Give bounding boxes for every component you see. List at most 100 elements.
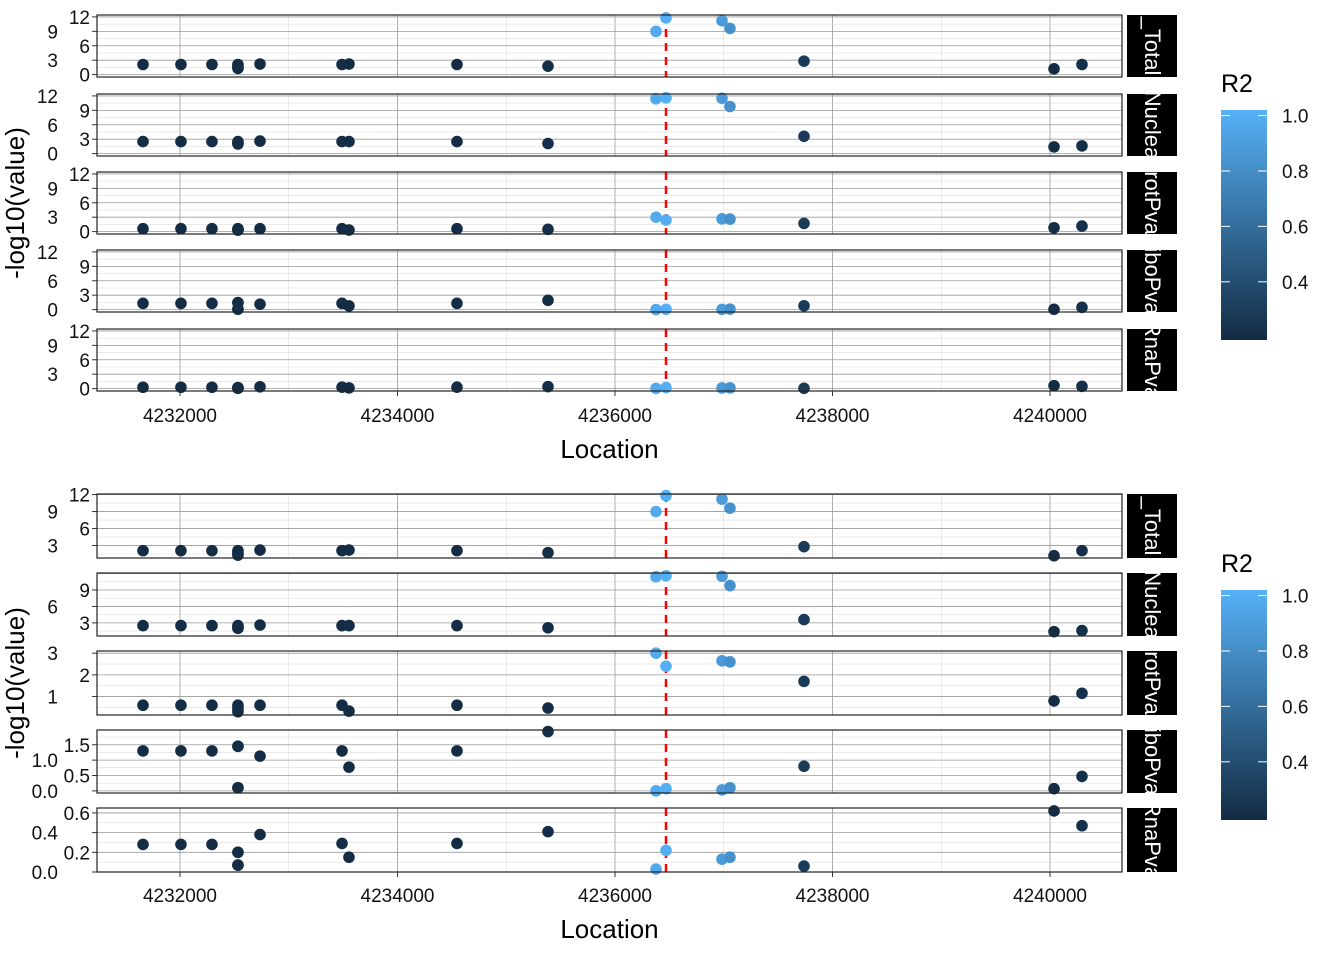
legend-tick-label: 0.8: [1282, 162, 1308, 183]
x-tick-label: 4238000: [796, 886, 870, 907]
data-point: [137, 699, 149, 712]
data-point: [343, 544, 355, 556]
data-point: [660, 12, 672, 24]
data-point: [660, 92, 672, 104]
data-point: [1048, 63, 1060, 75]
panel-border: [96, 93, 1123, 157]
y-tick-label: 2: [79, 666, 90, 687]
data-point: [137, 745, 149, 757]
data-point: [660, 214, 672, 226]
data-point: [175, 297, 187, 310]
data-point: [660, 844, 672, 857]
y-tick-label: 0: [79, 223, 90, 244]
data-point: [716, 570, 728, 583]
data-point: [254, 222, 266, 235]
data-point: [1076, 819, 1088, 832]
data-point: [1048, 782, 1060, 795]
data-point: [451, 381, 463, 394]
y-tick-label: 3: [47, 537, 58, 558]
data-point: [206, 544, 218, 557]
data-point: [1076, 380, 1088, 393]
y-tick-label: 0.0: [32, 863, 58, 884]
y-tick-label: 6: [79, 37, 90, 58]
data-point: [336, 837, 348, 850]
panel-background: [97, 651, 1122, 715]
data-point: [724, 502, 736, 514]
data-point: [716, 493, 728, 505]
facet-strip: [1127, 730, 1177, 793]
data-point: [1076, 770, 1088, 783]
facet-panel: Nuclea 963: [47, 569, 1177, 638]
data-point: [343, 224, 355, 236]
data-point: [254, 619, 266, 631]
data-point: [175, 699, 187, 712]
legend-tick-label: 1.0: [1282, 107, 1308, 128]
y-tick-label: 9: [47, 336, 58, 357]
data-point: [798, 55, 810, 67]
data-point: [206, 381, 218, 394]
data-point: [1076, 624, 1088, 637]
data-point: [206, 619, 218, 632]
facet-strip-label: rotPva: [1140, 171, 1165, 235]
data-point: [650, 211, 662, 223]
data-point: [660, 569, 672, 582]
data-point: [232, 382, 244, 395]
data-point: [206, 745, 218, 757]
data-point: [1076, 58, 1088, 71]
data-point: [137, 135, 149, 148]
data-point: [542, 621, 554, 634]
data-point: [336, 745, 348, 757]
data-point: [724, 22, 736, 35]
data-point: [343, 58, 355, 70]
y-tick-label: 12: [69, 486, 90, 507]
facet-strip: [1127, 651, 1177, 715]
y-tick-label: 9: [79, 101, 90, 122]
data-point: [798, 675, 810, 688]
data-point: [660, 489, 672, 502]
colorbar: [1221, 590, 1267, 820]
facet-strip: [1127, 94, 1177, 156]
panel-background: [97, 730, 1122, 793]
data-point: [451, 135, 463, 148]
y-tick-label: 12: [69, 322, 90, 343]
y-tick-label: 3: [47, 365, 58, 386]
data-point: [1076, 301, 1088, 314]
data-point: [175, 222, 187, 235]
y-tick-label: 3: [79, 130, 90, 151]
y-tick-label: 0: [47, 301, 58, 322]
legend-tick-label: 1.0: [1282, 587, 1308, 608]
data-point: [1048, 141, 1060, 153]
x-tick-label: 4232000: [143, 886, 217, 907]
data-point: [137, 297, 149, 310]
y-tick-label: 6: [79, 520, 90, 541]
data-point: [798, 860, 810, 872]
data-point: [798, 382, 810, 395]
facet-strip: [1127, 573, 1177, 636]
legend-title: R2: [1221, 550, 1253, 578]
data-point: [650, 93, 662, 105]
panel-border: [96, 328, 1123, 392]
facet-strip-label: rotPva: [1140, 651, 1165, 715]
data-point: [724, 781, 736, 794]
data-point: [650, 785, 662, 797]
data-point: [451, 222, 463, 235]
data-point: [343, 705, 355, 717]
facet-strip-label: RnaPva: [1140, 321, 1165, 400]
panel-background: [97, 808, 1122, 872]
x-axis-title: Location: [560, 434, 658, 464]
y-tick-label: 9: [47, 179, 58, 200]
data-point: [451, 699, 463, 712]
data-point: [254, 298, 266, 310]
data-point: [1048, 625, 1060, 638]
chart-top: _Total129630Nuclea129630rotPva129630iboP…: [0, 8, 1309, 464]
y-tick-label: 0.5: [64, 766, 90, 787]
y-tick-label: 0: [79, 380, 90, 401]
data-point: [650, 571, 662, 583]
data-point: [175, 58, 187, 71]
data-point: [175, 135, 187, 148]
